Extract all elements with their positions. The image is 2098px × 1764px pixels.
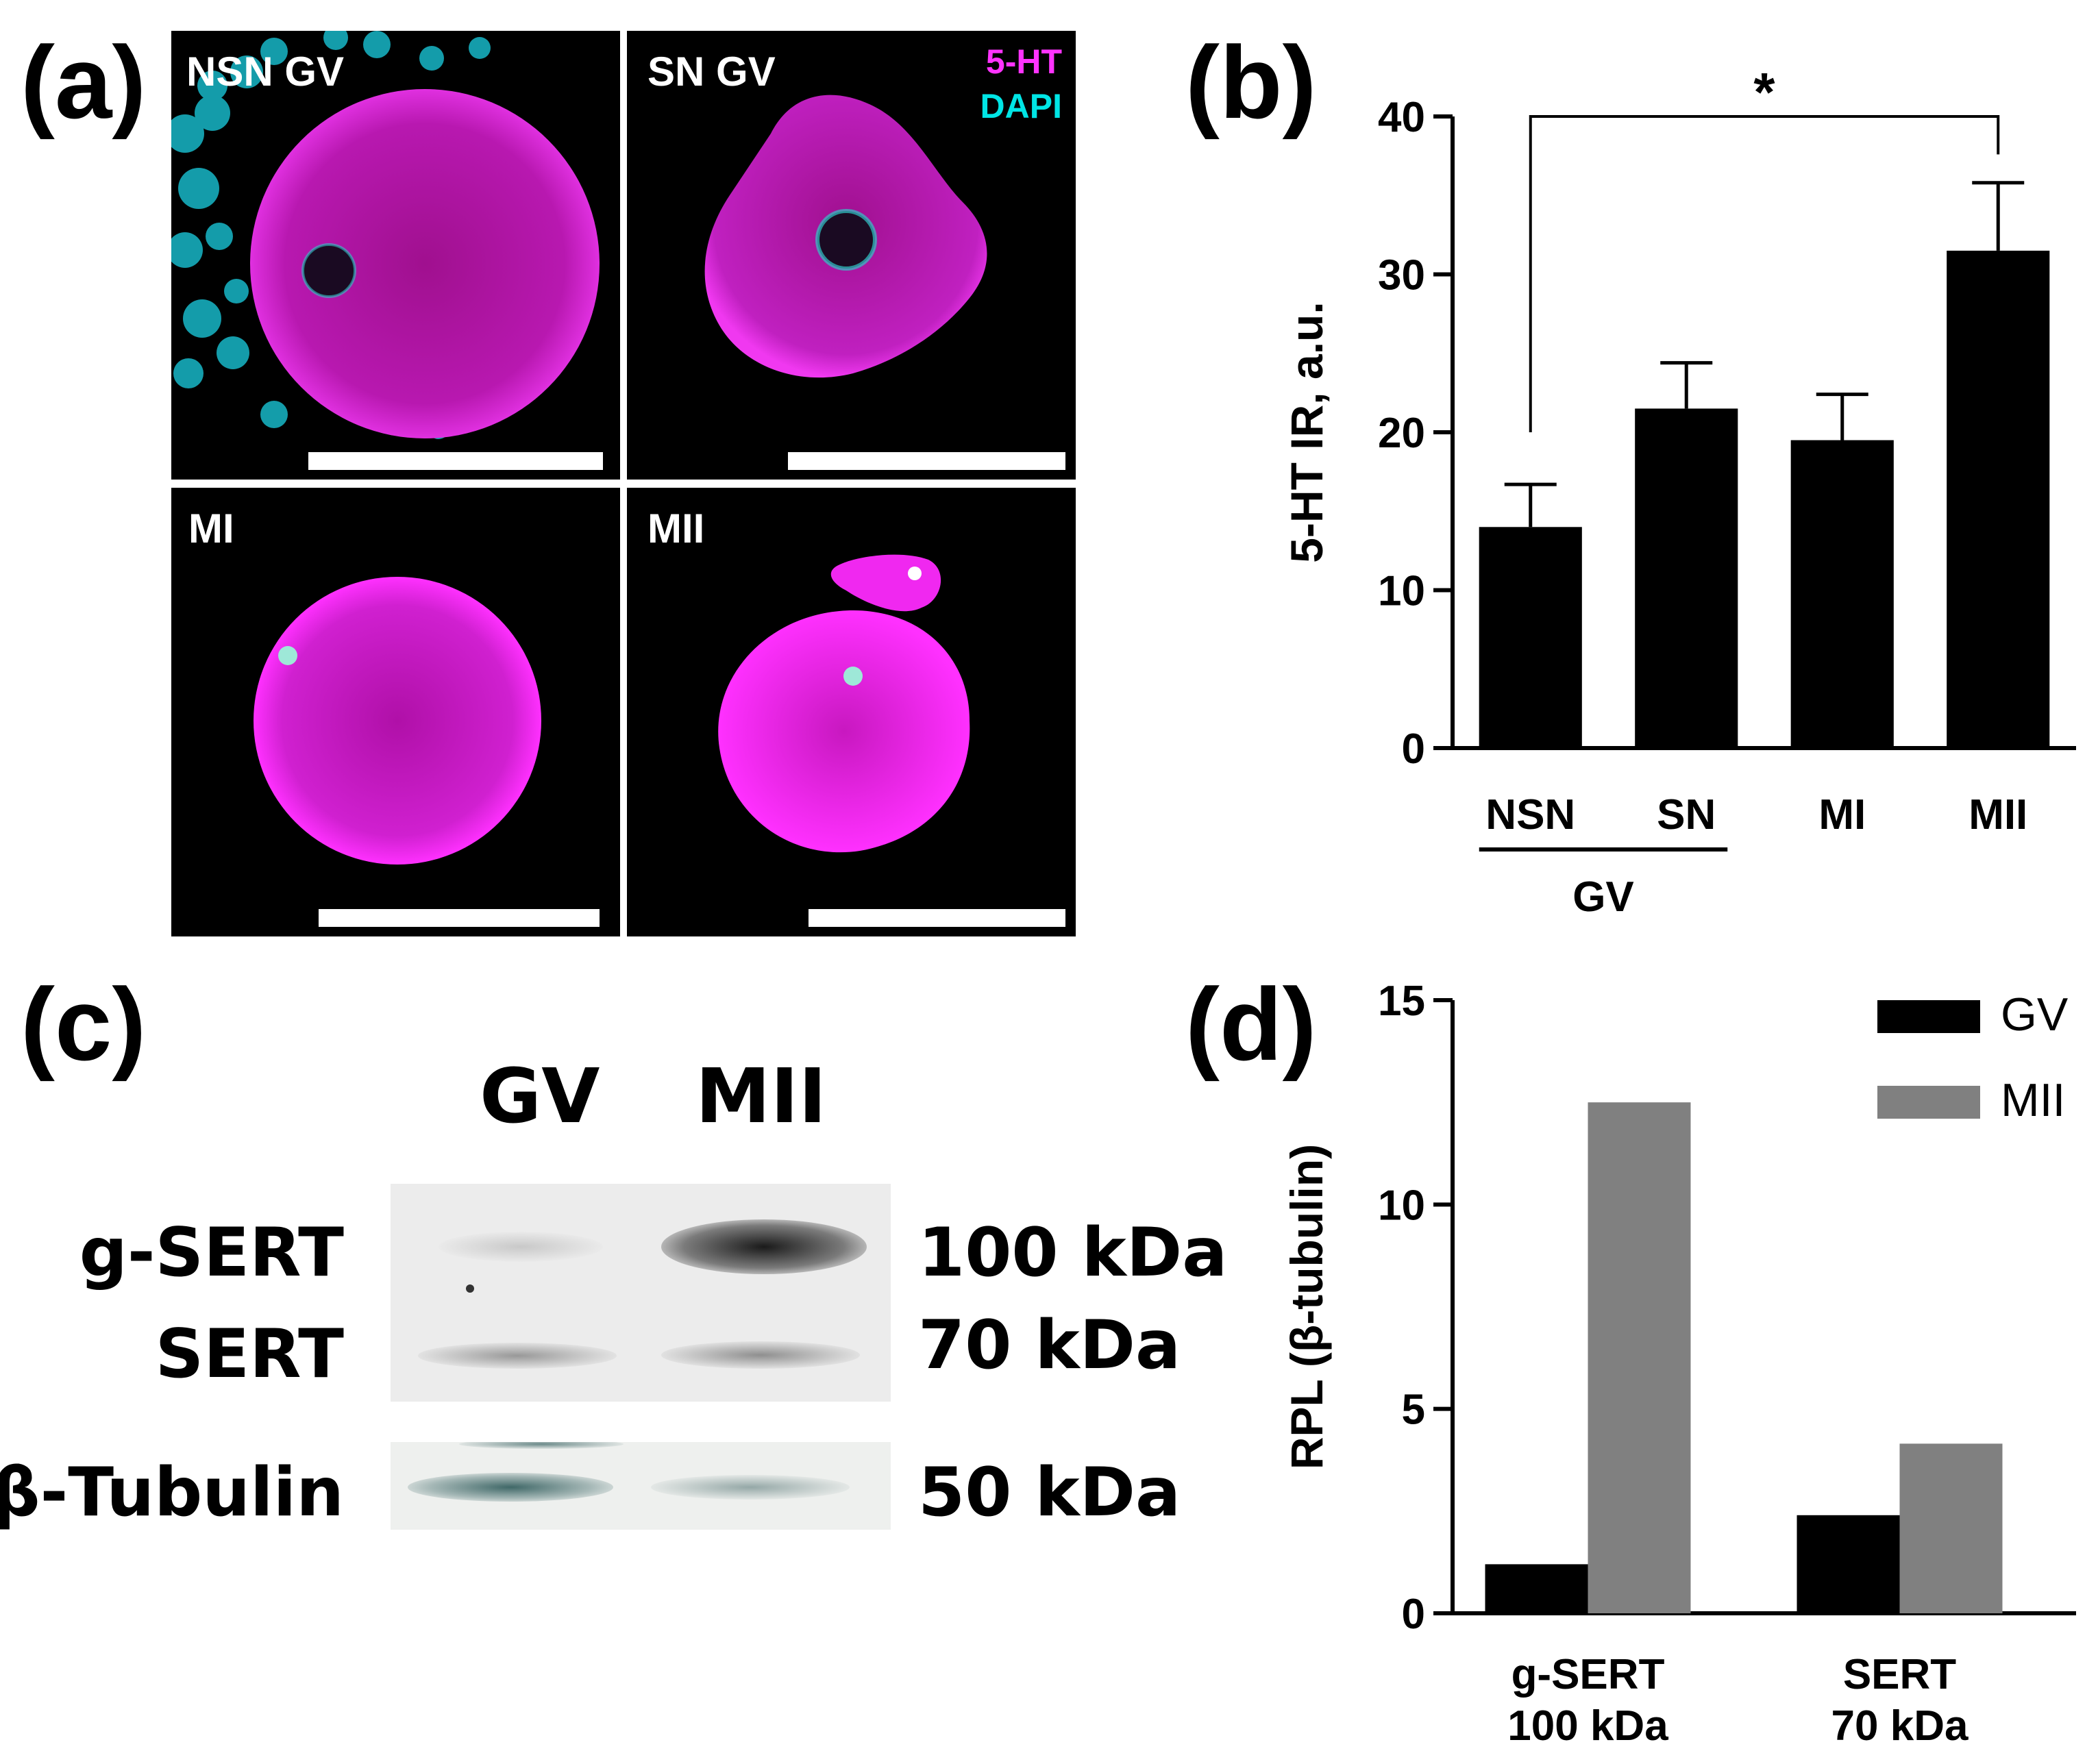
legend-swatch-mii <box>1877 1086 1980 1119</box>
blot-sert <box>391 1184 891 1402</box>
band-mii-g-sert <box>661 1219 867 1274</box>
group-label: GV <box>1572 873 1634 921</box>
panel-label-b: (b) <box>1185 25 1317 140</box>
bar-mii <box>1588 1102 1691 1613</box>
x-tick-label: MI <box>1818 791 1866 838</box>
micrograph-label: MI <box>188 506 234 551</box>
x-tick-label: 70 kDa <box>1831 1702 1969 1750</box>
bar-mi <box>1790 440 1894 748</box>
scale-bar <box>319 909 600 927</box>
scale-bar <box>788 452 1065 470</box>
y-axis-label: 5-HT IR, a.u. <box>1281 301 1332 562</box>
legend-swatch-gv <box>1877 1000 1980 1033</box>
micrograph-mii: MII <box>627 488 1076 936</box>
significance-label: * <box>1753 62 1775 123</box>
blot-edge <box>459 1442 624 1449</box>
band-gv-tubulin <box>408 1473 613 1502</box>
micrograph-mi-image <box>254 577 541 865</box>
micrograph-label: MII <box>647 506 705 551</box>
panel-label-a: (a) <box>21 25 147 140</box>
legend-dapi-label: DAPI <box>980 87 1062 125</box>
panel-label-d: (d) <box>1185 967 1317 1082</box>
band-gv-sert <box>418 1343 617 1369</box>
band-label-beta-tubulin: β-Tubulin <box>0 1454 344 1532</box>
legend-label-gv: GV <box>2001 989 2069 1041</box>
size-label-70kda: 70 kDa <box>918 1306 1181 1384</box>
lane-label-mii: MII <box>695 1052 827 1140</box>
x-tick-label: g-SERT <box>1511 1651 1665 1698</box>
bar-nsn <box>1479 527 1582 748</box>
y-tick-label: 10 <box>1378 568 1425 615</box>
y-tick-label: 40 <box>1378 94 1425 141</box>
micrograph-sn-gv-image <box>704 95 987 378</box>
y-tick-label: 0 <box>1402 1591 1425 1638</box>
micrograph-nsn-gv: NSN GV <box>171 31 620 480</box>
micrograph-label: NSN GV <box>186 49 345 95</box>
blot-speck <box>466 1284 474 1293</box>
band-gv-g-sert <box>439 1232 603 1262</box>
micrograph-label: SN GV <box>647 49 776 95</box>
y-tick-label: 0 <box>1402 725 1425 773</box>
scale-bar <box>308 452 603 470</box>
panel-label-c: (c) <box>21 967 147 1082</box>
y-tick-label: 5 <box>1402 1387 1425 1434</box>
bar-mii <box>1899 1443 2003 1613</box>
x-tick-label: NSN <box>1485 791 1575 838</box>
band-mii-sert <box>661 1341 860 1369</box>
blot-tubulin <box>391 1442 891 1530</box>
x-tick-label: SERT <box>1843 1651 1956 1698</box>
scale-bar <box>809 909 1065 927</box>
y-tick-label: 30 <box>1378 252 1425 299</box>
legend-label-mii: MII <box>2001 1074 2065 1126</box>
band-mii-tubulin <box>651 1475 850 1500</box>
size-label-100kda: 100 kDa <box>918 1214 1228 1292</box>
band-label-g-sert: g-SERT <box>79 1214 344 1292</box>
band-label-sert: SERT <box>155 1315 344 1393</box>
lane-label-gv: GV <box>480 1052 600 1140</box>
micrograph-mi: MI <box>171 488 620 936</box>
y-tick-label: 10 <box>1378 1182 1425 1229</box>
y-tick-label: 20 <box>1378 410 1425 457</box>
micrograph-sn-gv: SN GV 5-HT DAPI <box>627 31 1076 480</box>
x-tick-label: MII <box>1969 791 2027 838</box>
significance-bracket <box>1529 115 2000 432</box>
bar-gv <box>1797 1515 1900 1613</box>
chart-b: 0 10 20 30 40 5-HT IR, a.u. NSN SN MI MII GV * <box>1281 62 2076 921</box>
bar-mii <box>1947 250 2050 748</box>
bar-sn <box>1635 408 1738 748</box>
legend-5ht-label: 5-HT <box>985 42 1062 81</box>
y-axis-label: RPL (β-tubulin) <box>1281 1144 1332 1469</box>
micrograph-nsn-gv-image <box>171 31 600 439</box>
x-tick-label: SN <box>1657 791 1716 838</box>
bar-gv <box>1485 1564 1588 1613</box>
size-label-50kda: 50 kDa <box>918 1454 1181 1532</box>
micrograph-mii-image <box>718 554 970 853</box>
y-tick-label: 15 <box>1378 978 1425 1025</box>
x-tick-label: 100 kDa <box>1507 1702 1668 1750</box>
